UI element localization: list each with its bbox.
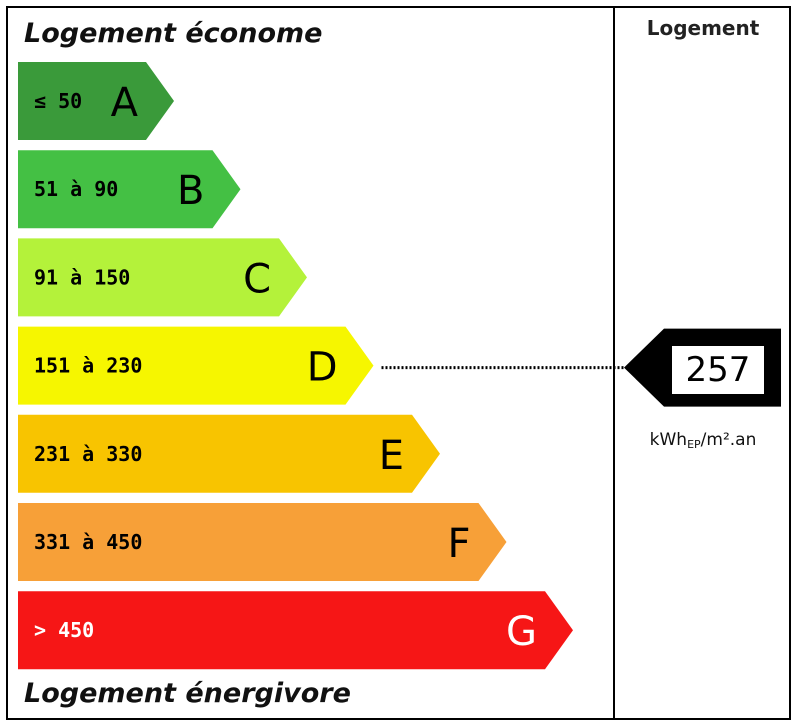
- class-arrow-b: 51 à 90 B: [18, 150, 241, 229]
- class-bar-f: [18, 503, 507, 581]
- top-heading: Logement économe: [24, 18, 323, 49]
- class-range-label: 331 à 450: [34, 530, 142, 554]
- class-letter: A: [111, 80, 139, 126]
- class-range-label: ≤ 50: [34, 89, 82, 113]
- class-letter: E: [379, 433, 404, 479]
- class-bar-c: [18, 238, 307, 317]
- class-letter: G: [506, 609, 537, 655]
- class-bar-a: [18, 62, 174, 140]
- class-range-label: 51 à 90: [34, 177, 118, 201]
- class-bar-g: [18, 591, 573, 670]
- class-letter: B: [177, 168, 204, 214]
- class-arrow-e: 231 à 330 E: [18, 414, 440, 493]
- current-value: 257: [670, 344, 766, 396]
- class-arrow-c: 91 à 150 C: [18, 238, 307, 317]
- class-range-label: > 450: [34, 618, 94, 642]
- column-header: Logement: [646, 16, 760, 40]
- unit-rest: /m².an: [700, 430, 757, 450]
- class-range-label: 91 à 150: [34, 265, 130, 289]
- class-letter: C: [243, 256, 271, 302]
- class-arrow-g: > 450 G: [18, 591, 573, 670]
- class-range-label: 231 à 330: [34, 442, 142, 466]
- unit-main: kWh: [649, 430, 688, 450]
- class-bar-e: [18, 414, 440, 493]
- class-letter: F: [447, 521, 470, 567]
- class-bar-b: [18, 150, 241, 229]
- bottom-heading: Logement énergivore: [24, 678, 351, 709]
- class-bar-d: [18, 326, 374, 405]
- class-letter: D: [307, 345, 338, 391]
- column-divider: [613, 6, 615, 720]
- label-frame: [6, 6, 791, 720]
- unit-sub: EP: [687, 438, 701, 451]
- class-arrow-d: 151 à 230 D: [18, 326, 374, 405]
- class-arrow-a: ≤ 50 A: [18, 62, 174, 140]
- class-range-label: 151 à 230: [34, 354, 142, 378]
- unit-label: kWhEP/m².an: [615, 430, 791, 451]
- class-arrow-f: 331 à 450 F: [18, 503, 507, 581]
